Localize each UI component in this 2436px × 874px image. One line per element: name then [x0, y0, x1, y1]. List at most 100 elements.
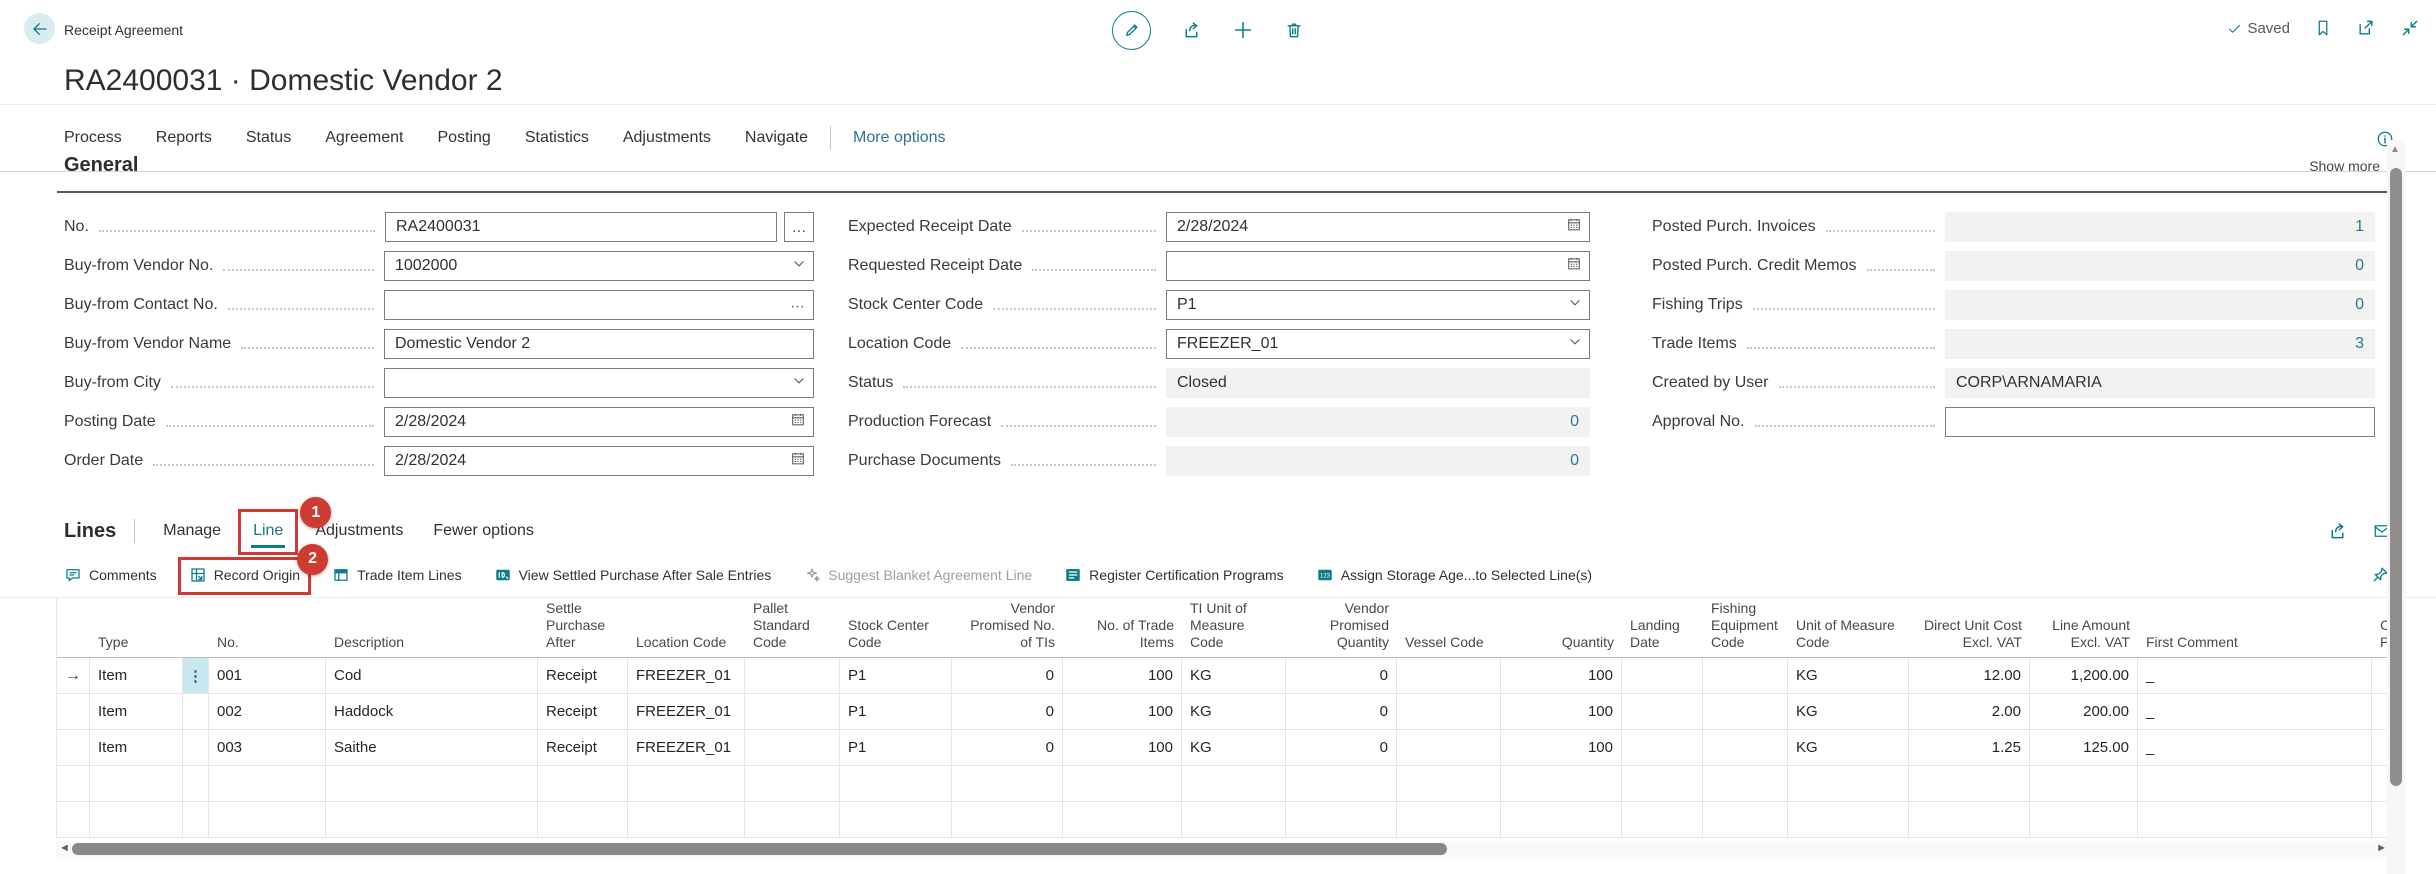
- chevron-down-icon[interactable]: [1568, 335, 1582, 354]
- field-buy-from-vendor-name[interactable]: Domestic Vendor 2: [384, 329, 814, 359]
- bookmark-button[interactable]: [2314, 18, 2332, 38]
- cell-ti-unit-of-measure-code[interactable]: KG: [1182, 730, 1286, 765]
- cell-direct-unit-cost-excl-vat[interactable]: 2.00: [1909, 694, 2030, 729]
- menu-item-statistics[interactable]: Statistics: [525, 129, 589, 147]
- column-header-unit-of-measure-code[interactable]: Unit of Measure Code: [1788, 615, 1909, 657]
- menu-item-process[interactable]: Process: [64, 129, 122, 147]
- column-header-location-code[interactable]: Location Code: [628, 632, 745, 657]
- scroll-left-icon[interactable]: ◄: [59, 842, 70, 854]
- field-buy-from-vendor-no[interactable]: 1002000: [384, 251, 814, 281]
- row-options-icon[interactable]: ⋮: [183, 658, 208, 693]
- toolbar-trade-item-lines[interactable]: Trade Item Lines: [332, 566, 462, 584]
- column-header-pallet-standard-code[interactable]: Pallet Standard Code: [745, 598, 840, 657]
- cell-settle-purchase-after[interactable]: Receipt: [538, 658, 628, 693]
- cell-line-amount-excl-vat[interactable]: 1,200.00: [2030, 658, 2138, 693]
- cell-col2[interactable]: ⋮: [183, 658, 209, 693]
- cell-vendor-promised-no-of-tis[interactable]: 0: [952, 658, 1063, 693]
- cell-unit-of-measure-code[interactable]: KG: [1788, 658, 1909, 693]
- chevron-down-icon[interactable]: [792, 257, 806, 276]
- cell-col0[interactable]: [57, 694, 90, 729]
- cell-direct-unit-cost-excl-vat[interactable]: 1.25: [1909, 730, 2030, 765]
- cell-quantity[interactable]: 100: [1501, 658, 1622, 693]
- column-header-vessel-code[interactable]: Vessel Code: [1397, 632, 1501, 657]
- scroll-right-icon[interactable]: ►: [2376, 842, 2387, 854]
- cell-unit-of-measure-code[interactable]: KG: [1788, 694, 1909, 729]
- field-order-date[interactable]: 2/28/2024: [384, 446, 814, 476]
- show-more-link[interactable]: Show more: [2309, 158, 2380, 174]
- calendar-icon[interactable]: [790, 451, 806, 472]
- new-document-button[interactable]: [1232, 19, 1254, 41]
- cell-landing-date[interactable]: [1622, 694, 1703, 729]
- cell-vendor-promised-quantity[interactable]: 0: [1286, 694, 1397, 729]
- column-header-no[interactable]: No.: [209, 632, 326, 657]
- cell-stock-center-code[interactable]: P1: [840, 730, 952, 765]
- cell-first-comment[interactable]: _: [2138, 694, 2372, 729]
- cell-vendor-promised-quantity[interactable]: 0: [1286, 658, 1397, 693]
- column-header-fishing-equipment-code[interactable]: Fishing Equipment Code: [1703, 598, 1788, 657]
- toolbar-register-certification-programs[interactable]: Register Certification Programs: [1064, 566, 1284, 584]
- column-header-vendor-promised-quantity[interactable]: Vendor Promised Quantity: [1286, 598, 1397, 657]
- cell-col2[interactable]: [183, 694, 209, 729]
- horizontal-scrollbar-thumb[interactable]: [72, 843, 1447, 855]
- scroll-up-icon[interactable]: ▲: [2390, 144, 2400, 155]
- menu-item-navigate[interactable]: Navigate: [745, 129, 808, 147]
- cell-description[interactable]: Saithe: [326, 730, 538, 765]
- back-button[interactable]: [24, 13, 55, 44]
- cell-first-comment[interactable]: _: [2138, 658, 2372, 693]
- cell-quantity[interactable]: 100: [1501, 694, 1622, 729]
- field-requested-receipt-date[interactable]: [1166, 251, 1590, 281]
- column-header-type[interactable]: Type: [90, 632, 183, 657]
- collapse-page-button[interactable]: [2400, 18, 2420, 38]
- cell-location-code[interactable]: FREEZER_01: [628, 730, 745, 765]
- menu-item-adjustments[interactable]: Adjustments: [623, 129, 711, 147]
- column-header-ti-unit-of-measure-code[interactable]: TI Unit of Measure Code: [1182, 598, 1286, 657]
- field-location-code[interactable]: FREEZER_01: [1166, 329, 1590, 359]
- cell-line-amount-excl-vat[interactable]: 200.00: [2030, 694, 2138, 729]
- assist-edit-icon[interactable]: …: [790, 296, 806, 311]
- cell-location-code[interactable]: FREEZER_01: [628, 694, 745, 729]
- tab-line[interactable]: Line1: [251, 516, 285, 546]
- cell-settle-purchase-after[interactable]: Receipt: [538, 730, 628, 765]
- cell-unit-of-measure-code[interactable]: KG: [1788, 730, 1909, 765]
- cell-direct-unit-cost-excl-vat[interactable]: 12.00: [1909, 658, 2030, 693]
- chevron-down-icon[interactable]: [1568, 296, 1582, 315]
- menu-item-agreement[interactable]: Agreement: [325, 129, 403, 147]
- horizontal-scrollbar[interactable]: ◄ ►: [56, 841, 2390, 857]
- active-row-indicator[interactable]: →: [57, 658, 90, 693]
- cell-stock-center-code[interactable]: P1: [840, 694, 952, 729]
- column-header-col0[interactable]: [57, 649, 90, 657]
- column-header-direct-unit-cost-excl-vat[interactable]: Direct Unit Cost Excl. VAT: [1909, 615, 2030, 657]
- column-header-col2[interactable]: [183, 649, 209, 657]
- field-buy-from-city[interactable]: [384, 368, 814, 398]
- more-options-button[interactable]: More options: [853, 129, 946, 147]
- cell-fishing-equipment-code[interactable]: [1703, 658, 1788, 693]
- field-approval-no[interactable]: [1945, 407, 2375, 437]
- cell-vessel-code[interactable]: [1397, 730, 1501, 765]
- column-header-no-of-trade-items[interactable]: No. of Trade Items: [1063, 615, 1182, 657]
- cell-pallet-standard-code[interactable]: [745, 658, 840, 693]
- cell-no-of-trade-items[interactable]: 100: [1063, 658, 1182, 693]
- cell-vendor-promised-no-of-tis[interactable]: 0: [952, 694, 1063, 729]
- toolbar-record-origin[interactable]: Record Origin2: [189, 566, 300, 584]
- cell-type[interactable]: Item: [90, 730, 183, 765]
- cell-settle-purchase-after[interactable]: Receipt: [538, 694, 628, 729]
- cell-no[interactable]: 001: [209, 658, 326, 693]
- cell-vendor-promised-no-of-tis[interactable]: 0: [952, 730, 1063, 765]
- menu-item-posting[interactable]: Posting: [437, 129, 490, 147]
- column-header-first-comment[interactable]: First Comment: [2138, 632, 2372, 657]
- fewer-options-button[interactable]: Fewer options: [433, 522, 534, 540]
- field-buy-from-contact-no[interactable]: …: [384, 290, 814, 320]
- cell-pallet-standard-code[interactable]: [745, 694, 840, 729]
- menu-item-reports[interactable]: Reports: [156, 129, 212, 147]
- cell-ti-unit-of-measure-code[interactable]: KG: [1182, 694, 1286, 729]
- column-header-description[interactable]: Description: [326, 632, 538, 657]
- calendar-icon[interactable]: [1566, 256, 1582, 277]
- share-button[interactable]: [1181, 20, 1202, 41]
- column-header-line-amount-excl-vat[interactable]: Line Amount Excl. VAT: [2030, 615, 2138, 657]
- column-header-settle-purchase-after[interactable]: Settle Purchase After: [538, 598, 628, 657]
- cell-description[interactable]: Cod: [326, 658, 538, 693]
- cell-col0[interactable]: [57, 730, 90, 765]
- column-header-landing-date[interactable]: Landing Date: [1622, 615, 1703, 657]
- tab-adjustments[interactable]: Adjustments: [313, 516, 405, 546]
- column-header-vendor-promised-no-of-tis[interactable]: Vendor Promised No. of TIs: [952, 598, 1063, 657]
